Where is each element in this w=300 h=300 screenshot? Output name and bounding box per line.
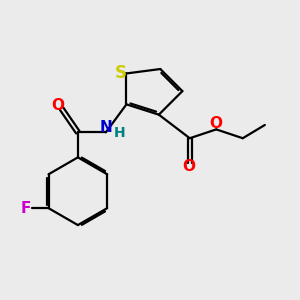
Text: F: F — [21, 201, 31, 216]
Text: N: N — [100, 119, 112, 134]
Text: S: S — [115, 64, 127, 82]
Text: O: O — [182, 159, 195, 174]
Text: H: H — [113, 126, 125, 140]
Text: O: O — [51, 98, 64, 113]
Text: O: O — [210, 116, 223, 131]
